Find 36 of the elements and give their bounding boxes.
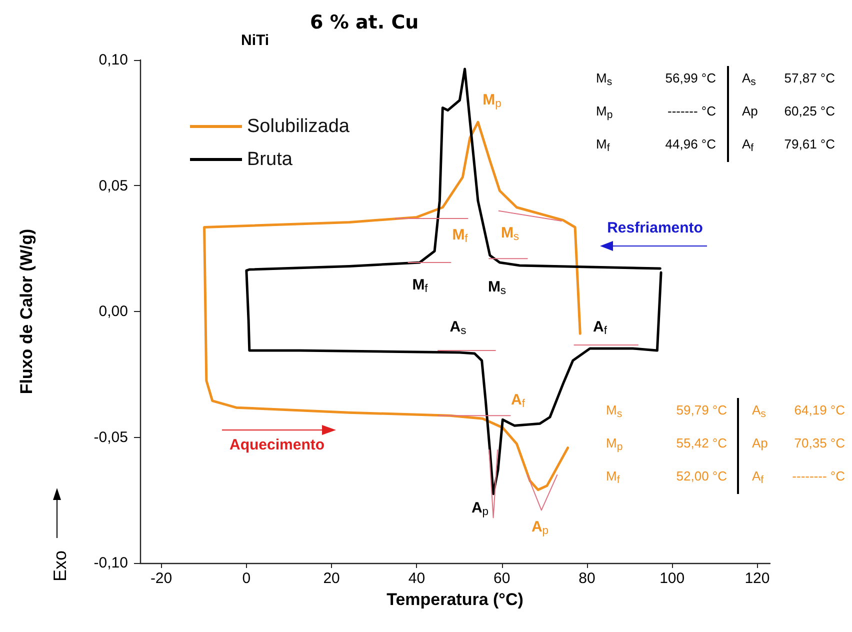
y-tick-label: 0,00 <box>98 303 128 320</box>
x-tick-label: 20 <box>323 570 340 587</box>
y-tick-label: -0,05 <box>94 428 128 446</box>
annotation: 56,99 °C <box>665 70 716 86</box>
y-tick-label: 0,10 <box>98 52 128 68</box>
annotation: Resfriamento <box>607 220 703 236</box>
x-tick-label: 40 <box>408 570 426 587</box>
x-axis-title: Temperatura (°C) <box>386 590 524 609</box>
x-tick-label: 120 <box>744 570 770 587</box>
y-axis-title: Fluxo de Calor (W/g) <box>17 228 36 394</box>
annotation: 52,00 °C <box>676 468 727 484</box>
annotation: 44,96 °C <box>665 136 716 152</box>
chart-subtitle: NiTi <box>241 32 270 49</box>
legend-label: Solubilizada <box>247 116 350 137</box>
x-tick-label: 0 <box>242 570 251 587</box>
text: 64,19 °C <box>794 402 845 418</box>
x-tick-label: 100 <box>660 570 685 587</box>
text: 60,25 °C <box>784 104 835 118</box>
x-tick-label: -20 <box>150 570 172 587</box>
y-tick-label: -0,10 <box>94 554 128 572</box>
annotation: 55,42 °C <box>676 436 727 450</box>
text: 79,61 °C <box>784 136 835 152</box>
text: -------- °C <box>792 468 845 484</box>
annotation: 59,79 °C <box>676 402 727 418</box>
annotation: Ap <box>752 436 768 450</box>
text: 70,35 °C <box>794 436 845 450</box>
chart-title: 6 % at. Cu <box>310 12 419 34</box>
text: 57,87 °C <box>784 70 835 86</box>
x-tick-label: 60 <box>493 570 510 587</box>
y-tick-label: 0,05 <box>98 177 128 194</box>
legend-label: Bruta <box>247 149 293 170</box>
annotation: Aquecimento <box>229 436 325 454</box>
text: Exo <box>50 550 70 582</box>
x-tick-label: 80 <box>578 570 596 587</box>
annotation: ------- °C <box>667 104 716 118</box>
annotation: Ap <box>742 104 758 118</box>
